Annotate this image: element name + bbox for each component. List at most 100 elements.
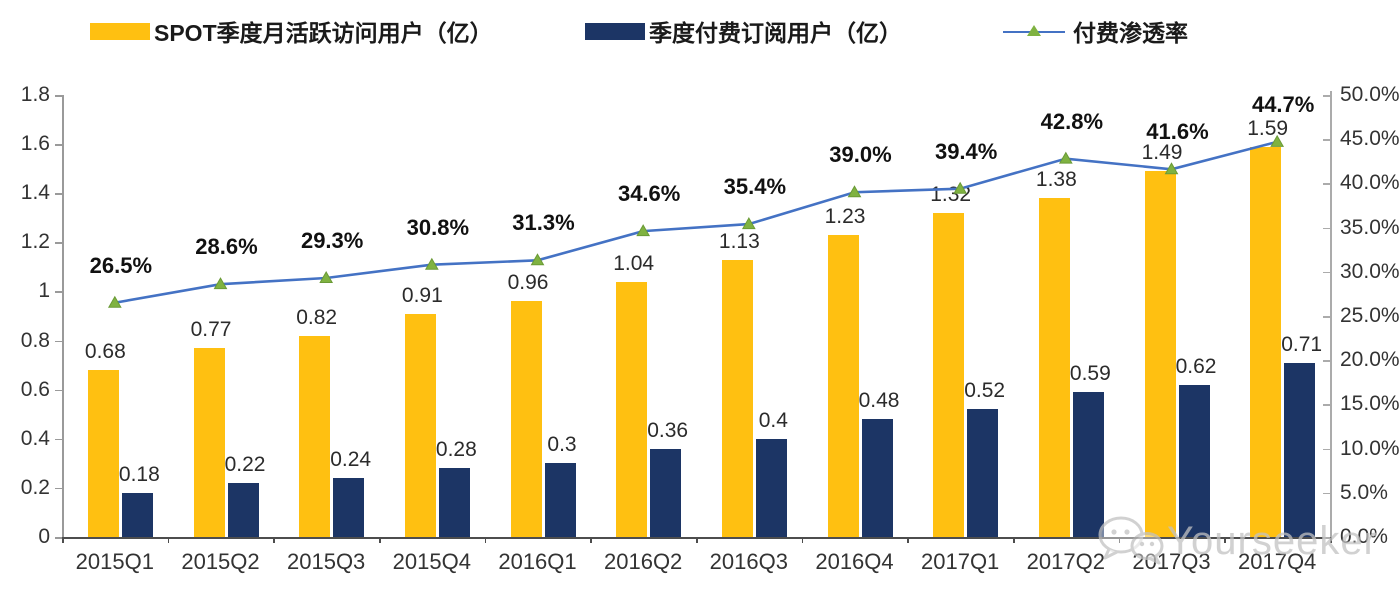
- y-axis-tick-label: 1.2: [20, 230, 50, 254]
- right-axis-tick-label: 50.0%: [1340, 83, 1399, 106]
- y-axis-tick-label: 0.4: [20, 426, 50, 450]
- paid-value-label: 0.3: [547, 433, 577, 457]
- y-axis-tick-label: 0: [38, 525, 50, 548]
- mau-value-label: 1.32: [930, 182, 972, 206]
- mau-value-label: 0.82: [296, 305, 338, 329]
- legend-item-paid: 季度付费订阅用户（亿）: [585, 18, 902, 46]
- line-marker: [847, 185, 862, 198]
- x-axis-label: 2016Q3: [709, 549, 788, 574]
- penetration-label: 35.4%: [723, 174, 787, 200]
- y-axis-tick-label: 1.8: [20, 83, 50, 106]
- penetration-label: 39.4%: [934, 138, 998, 164]
- mau-bar: [616, 281, 648, 537]
- mau-legend-swatch: [90, 22, 150, 40]
- mau-value-label: 1.04: [613, 251, 655, 275]
- mau-bar: [404, 313, 436, 537]
- paid-bar: [1284, 362, 1316, 537]
- right-axis-tick-label: 25.0%: [1340, 304, 1399, 327]
- mau-bar: [299, 335, 331, 537]
- paid-bar: [650, 448, 682, 537]
- y-axis-tick-label: 1.4: [20, 181, 50, 205]
- paid-bar: [121, 492, 153, 537]
- y-axis-tick-label: 0.2: [20, 475, 50, 499]
- penetration-label: 30.8%: [406, 214, 470, 240]
- watermark-text: Yourseeker: [1167, 518, 1378, 563]
- paid-bar: [1072, 392, 1104, 537]
- mau-bar: [1250, 146, 1282, 537]
- line-marker: [319, 270, 334, 283]
- triangle-marker-icon: [1027, 24, 1041, 36]
- penetration-legend-marker: [1003, 23, 1065, 40]
- x-axis-label: 2017Q4: [1238, 549, 1317, 574]
- legend-item-penetration: 付费渗透率: [1003, 18, 1188, 46]
- paid-bar: [967, 409, 999, 537]
- paid-value-label: 0.24: [330, 448, 372, 472]
- mau-value-label: 1.38: [1035, 168, 1077, 192]
- penetration-label: 39.0%: [829, 142, 892, 168]
- paid-value-label: 0.48: [858, 389, 900, 413]
- right-axis-tick-label: 30.0%: [1340, 259, 1399, 283]
- mau-bar: [87, 370, 119, 537]
- mau-value-label: 1.59: [1247, 116, 1289, 140]
- mau-bar: [193, 347, 225, 537]
- mau-value-label: 0.91: [401, 283, 443, 307]
- penetration-label: 31.3%: [512, 210, 575, 236]
- line-marker: [213, 277, 228, 290]
- penetration-label: 34.6%: [617, 181, 681, 207]
- y-axis-tick-label: 1.6: [20, 132, 50, 156]
- paid-bar: [1178, 384, 1210, 537]
- y-axis-tick-label: 0.8: [20, 328, 50, 352]
- right-axis-tick-label: 5.0%: [1340, 480, 1388, 504]
- penetration-label: 26.5%: [89, 252, 153, 278]
- line-marker: [741, 217, 756, 230]
- paid-legend-label: 季度付费订阅用户（亿）: [649, 20, 902, 46]
- paid-value-label: 0.52: [964, 379, 1006, 403]
- paid-bar: [544, 463, 576, 537]
- x-axis-label: 2015Q1: [75, 549, 154, 574]
- mau-value-label: 0.77: [190, 317, 232, 341]
- line-marker: [107, 295, 122, 308]
- mau-bar: [827, 234, 859, 537]
- paid-bar: [227, 482, 259, 537]
- paid-value-label: 0.4: [758, 408, 788, 432]
- right-axis-tick-label: 0.0%: [1340, 525, 1388, 548]
- line-marker: [1058, 151, 1073, 164]
- paid-value-label: 0.59: [1069, 362, 1111, 386]
- x-axis-label: 2015Q2: [181, 549, 260, 574]
- x-axis-label: 2016Q4: [815, 549, 894, 574]
- paid-value-label: 0.22: [224, 452, 266, 476]
- legend-item-mau: SPOT季度月活跃访问用户（亿）: [90, 18, 493, 46]
- left-axis-line: [62, 95, 64, 537]
- line-marker: [530, 253, 545, 266]
- right-axis-tick-label: 40.0%: [1340, 171, 1399, 195]
- mau-bar: [1038, 198, 1070, 537]
- mau-bar: [510, 301, 542, 537]
- mau-bar: [1144, 171, 1176, 537]
- penetration-label: 41.6%: [1146, 119, 1209, 145]
- paid-bar: [438, 468, 470, 537]
- x-axis-label: 2017Q3: [1132, 549, 1211, 574]
- right-axis-tick-label: 20.0%: [1340, 348, 1399, 372]
- paid-value-label: 0.28: [435, 438, 477, 462]
- right-axis-tick-label: 10.0%: [1340, 436, 1399, 460]
- mau-legend-label: SPOT季度月活跃访问用户（亿）: [154, 20, 493, 46]
- penetration-label: 44.7%: [1251, 91, 1315, 117]
- watermark: Yourseeker: [1095, 512, 1378, 570]
- paid-legend-swatch: [585, 22, 645, 40]
- x-axis-label: 2016Q1: [498, 549, 577, 574]
- line-marker: [424, 257, 439, 270]
- y-axis-tick-label: 1: [38, 279, 50, 303]
- mau-value-label: 0.68: [84, 340, 126, 364]
- penetration-label: 29.3%: [300, 227, 364, 253]
- paid-value-label: 0.18: [118, 462, 160, 486]
- x-axis-label: 2017Q1: [921, 549, 1000, 574]
- mau-value-label: 1.13: [718, 229, 760, 253]
- right-axis-tick-label: 35.0%: [1340, 215, 1399, 239]
- right-axis-tick-label: 15.0%: [1340, 392, 1399, 416]
- mau-bar: [721, 259, 753, 537]
- paid-value-label: 0.36: [647, 418, 689, 442]
- penetration-label: 42.8%: [1040, 108, 1104, 134]
- mau-bar: [933, 212, 965, 537]
- y-axis-tick-label: 0.6: [20, 377, 50, 401]
